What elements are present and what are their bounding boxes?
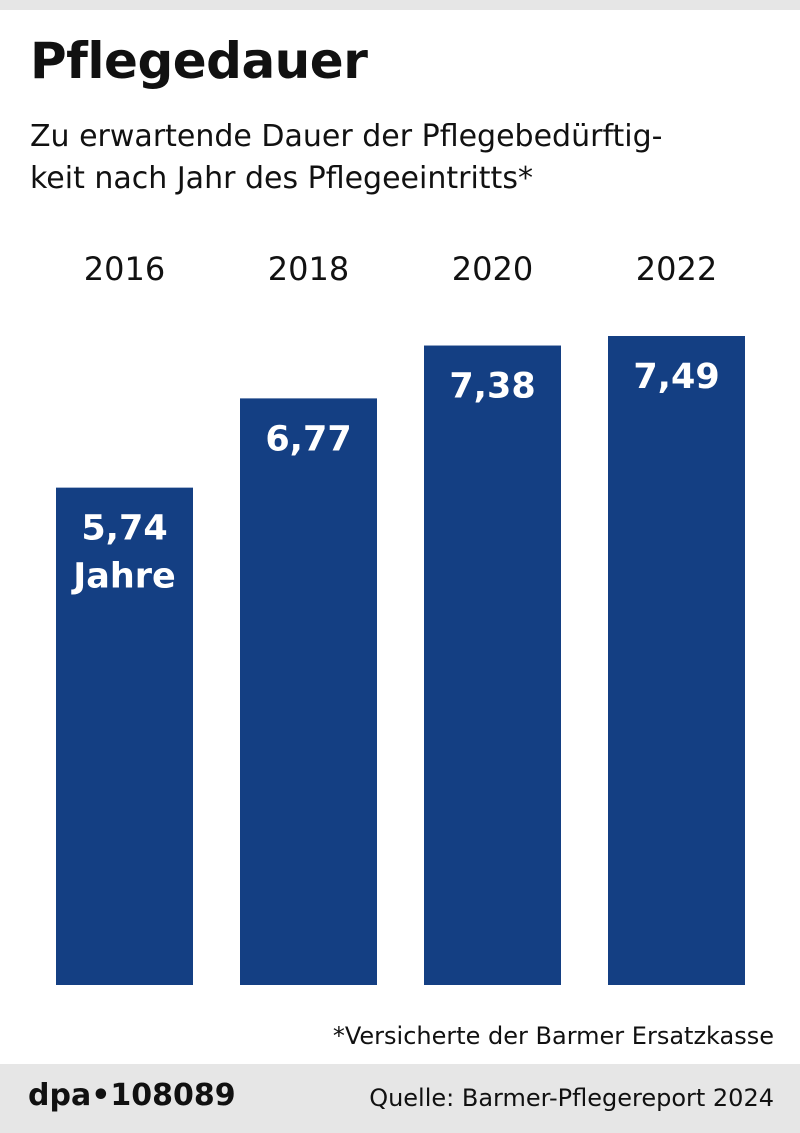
subtitle-line-2: keit nach Jahr des Pflegeeintritts* bbox=[30, 161, 533, 196]
category-label: 2022 bbox=[636, 250, 717, 288]
category-label: 2018 bbox=[268, 250, 349, 288]
value-label: 6,77 bbox=[265, 419, 351, 459]
bar-2016 bbox=[56, 487, 193, 985]
top-stripe bbox=[0, 0, 800, 10]
value-label: 7,49 bbox=[633, 357, 719, 397]
chart-subtitle: Zu erwartende Dauer der Pflegebedürftig-… bbox=[30, 116, 790, 200]
graphic-id: 108089 bbox=[110, 1078, 236, 1113]
unit-label: Jahre bbox=[71, 557, 176, 597]
agency-dot: • bbox=[91, 1078, 111, 1113]
bar-2022 bbox=[608, 336, 745, 985]
footnote: *Versicherte der Barmer Ersatzkasse bbox=[332, 1022, 774, 1050]
agency-name: dpa bbox=[28, 1078, 92, 1113]
value-label: 7,38 bbox=[449, 367, 535, 407]
source-credit: Quelle: Barmer-Pflegereport 2024 bbox=[369, 1084, 774, 1112]
subtitle-line-1: Zu erwartende Dauer der Pflegebedürftig- bbox=[30, 119, 663, 154]
footer: dpa•108089 Quelle: Barmer-Pflegereport 2… bbox=[0, 1064, 800, 1133]
bar-chart: 2016 5,74 Jahre 2018 6,77 2020 7,38 2022 7,49 bbox=[56, 250, 745, 985]
category-label: 2020 bbox=[452, 250, 533, 288]
chart-title: Pflegedauer bbox=[30, 32, 368, 90]
bar-2020 bbox=[424, 345, 561, 985]
category-label: 2016 bbox=[84, 250, 165, 288]
value-label: 5,74 bbox=[81, 509, 167, 549]
bar-2018 bbox=[240, 398, 377, 985]
agency-credit: dpa•108089 bbox=[28, 1078, 236, 1113]
